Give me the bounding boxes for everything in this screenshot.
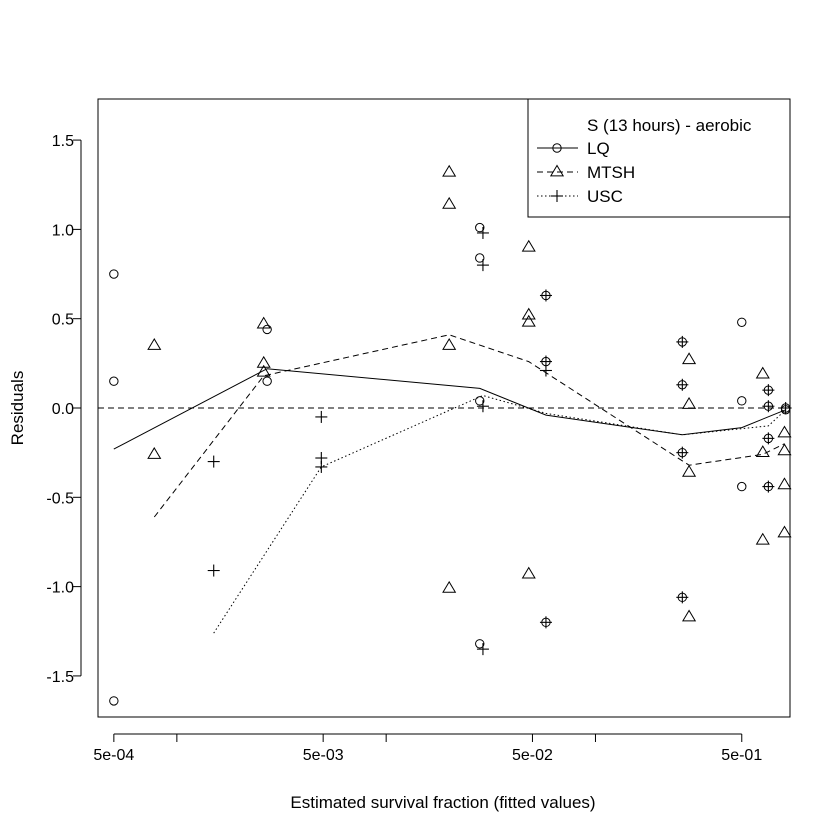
point-mtsh bbox=[442, 338, 457, 350]
legend-entry-lq: LQ bbox=[537, 139, 610, 158]
curve-usc bbox=[213, 394, 786, 634]
point-lq bbox=[109, 696, 119, 706]
point-lq bbox=[109, 376, 119, 386]
x-tick-label: 5e-04 bbox=[93, 747, 134, 764]
legend-entry-usc: USC bbox=[537, 187, 623, 206]
point-usc bbox=[207, 564, 220, 577]
legend: S (13 hours) - aerobic LQ MTSH USC bbox=[527, 98, 791, 218]
legend-marker-circle bbox=[552, 143, 562, 153]
point-usc bbox=[207, 455, 220, 468]
point-lq bbox=[737, 396, 747, 406]
x-tick-label: 5e-01 bbox=[721, 747, 762, 764]
point-mtsh bbox=[682, 352, 697, 365]
point-mtsh bbox=[682, 609, 697, 622]
point-mtsh bbox=[256, 355, 271, 368]
legend-entry-mtsh: MTSH bbox=[537, 163, 635, 182]
point-lq bbox=[262, 376, 272, 386]
legend-entries: LQ MTSH USC bbox=[537, 139, 635, 206]
point-mtsh bbox=[755, 445, 770, 458]
point-mtsh bbox=[256, 364, 271, 377]
y-tick-label: -0.5 bbox=[46, 490, 74, 507]
point-lq bbox=[475, 222, 485, 233]
y-axis-label: Residuals bbox=[8, 371, 27, 446]
smooth-curves-layer bbox=[113, 334, 786, 634]
point-usc bbox=[676, 378, 689, 391]
point-mtsh bbox=[682, 396, 697, 409]
legend-title: S (13 hours) - aerobic bbox=[587, 116, 752, 135]
point-usc bbox=[476, 643, 489, 656]
series-usc bbox=[207, 226, 792, 656]
point-lq bbox=[475, 253, 485, 263]
point-mtsh bbox=[442, 580, 457, 593]
point-mtsh bbox=[521, 566, 536, 579]
data-points-layer bbox=[109, 164, 792, 706]
point-mtsh bbox=[777, 477, 792, 490]
legend-label: LQ bbox=[587, 139, 610, 158]
point-usc bbox=[476, 226, 489, 239]
point-usc bbox=[676, 446, 689, 459]
point-lq bbox=[475, 396, 485, 406]
point-mtsh bbox=[755, 532, 770, 545]
y-tick-label: 0.0 bbox=[52, 401, 74, 418]
y-tick-label: 0.5 bbox=[52, 312, 74, 329]
point-mtsh bbox=[521, 239, 536, 252]
point-usc bbox=[476, 259, 489, 272]
point-usc bbox=[539, 289, 552, 302]
point-mtsh bbox=[682, 464, 697, 477]
y-tick-label: 1.0 bbox=[52, 222, 74, 239]
point-mtsh bbox=[521, 314, 536, 327]
point-lq bbox=[109, 269, 119, 279]
point-mtsh bbox=[256, 316, 271, 329]
point-usc bbox=[762, 384, 775, 397]
legend-label: USC bbox=[587, 187, 623, 206]
y-tick-label: -1.0 bbox=[46, 580, 74, 597]
point-lq bbox=[737, 317, 747, 327]
point-usc bbox=[762, 400, 775, 413]
x-tick-label: 5e-02 bbox=[512, 747, 553, 764]
y-tick-label: 1.5 bbox=[52, 133, 74, 150]
point-mtsh bbox=[755, 366, 770, 379]
point-mtsh bbox=[442, 196, 457, 209]
y-tick-label: -1.5 bbox=[46, 669, 74, 686]
point-usc bbox=[539, 364, 552, 377]
series-mtsh bbox=[147, 164, 792, 622]
point-lq bbox=[262, 324, 272, 335]
point-lq bbox=[475, 639, 485, 649]
x-tick-label: 5e-03 bbox=[303, 747, 344, 764]
point-mtsh bbox=[777, 443, 792, 456]
point-mtsh bbox=[147, 338, 162, 350]
curve-mtsh bbox=[153, 334, 785, 518]
plot-frame bbox=[97, 98, 791, 718]
point-usc bbox=[315, 410, 328, 423]
point-usc bbox=[539, 616, 552, 629]
legend-marker-plus bbox=[551, 190, 563, 202]
point-usc bbox=[762, 432, 775, 445]
point-mtsh bbox=[147, 446, 162, 459]
legend-box bbox=[527, 98, 791, 218]
point-mtsh bbox=[777, 425, 792, 438]
point-usc bbox=[676, 591, 689, 604]
point-mtsh bbox=[521, 307, 536, 320]
point-usc bbox=[762, 480, 775, 493]
point-lq bbox=[737, 481, 747, 492]
point-usc bbox=[676, 335, 689, 348]
point-mtsh bbox=[442, 164, 457, 177]
curve-lq bbox=[113, 368, 786, 450]
axes-layer: 5e-04 5e-03 5e-02 5e-01 -1.5 -1.0 -0.5 0.0 0.5 1.… bbox=[46, 133, 762, 764]
point-usc bbox=[476, 400, 489, 413]
legend-label: MTSH bbox=[587, 163, 635, 182]
point-usc bbox=[315, 460, 328, 473]
point-mtsh bbox=[777, 525, 792, 538]
legend-marker-triangle bbox=[549, 164, 565, 177]
x-axis-label: Estimated survival fraction (fitted valu… bbox=[290, 793, 595, 812]
